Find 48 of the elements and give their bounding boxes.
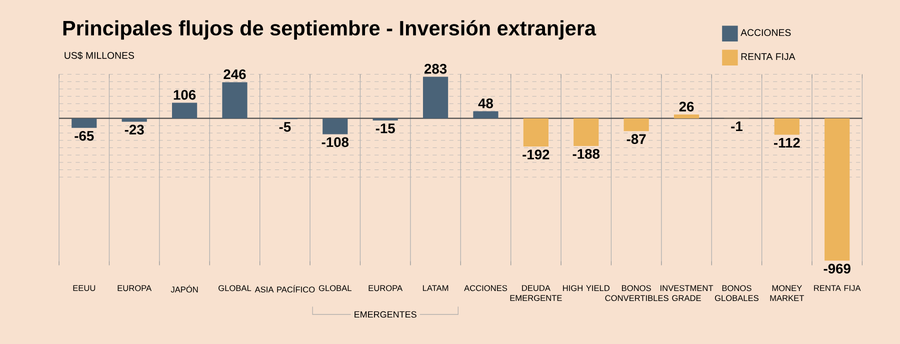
data-label: 26 [679, 102, 694, 112]
bar [824, 118, 850, 261]
bar [523, 118, 548, 147]
data-label: -15 [376, 124, 395, 134]
x-tick-label: EUROPA [368, 285, 403, 292]
data-label: 106 [174, 90, 196, 100]
data-label: -5 [279, 122, 291, 132]
x-tick-label: MONEY MARKET [770, 285, 804, 301]
legend-label: ACCIONES [740, 29, 791, 36]
x-tick-label: ACCIONES [464, 285, 508, 292]
data-label: -969 [824, 264, 850, 274]
chart-title: Principales flujos de septiembre - Inversión extranjera [63, 20, 596, 40]
x-tick-label: DEUDA EMERGENTE [510, 285, 562, 301]
x-tick-label: HIGH YIELD [563, 285, 610, 292]
x-tick-label: JAPÓN [170, 285, 198, 292]
data-label: -108 [322, 137, 349, 148]
data-label: 283 [424, 64, 447, 74]
bar [774, 118, 800, 135]
x-tick-label: LATAM [422, 285, 448, 291]
x-tick-label: EEUU [73, 285, 96, 292]
bar [422, 76, 448, 118]
x-tick-label: RENTA FIJA [814, 285, 861, 292]
bar [222, 82, 248, 118]
data-label: -1 [731, 122, 742, 132]
x-tick-label: ASIA PACÍFICO [254, 285, 315, 292]
data-label: -188 [572, 149, 600, 159]
x-tick-label: GLOBAL [318, 285, 352, 292]
legend-label: RENTA FIJA [741, 53, 796, 60]
bar [172, 102, 198, 118]
data-label: -192 [522, 150, 550, 160]
bar [674, 114, 700, 118]
data-label: -112 [774, 138, 800, 148]
bar [372, 118, 398, 121]
data-label: 246 [224, 69, 246, 80]
text: EMERGENTES [354, 311, 416, 318]
x-tick-label: GLOBAL [218, 285, 252, 292]
data-label: -87 [626, 134, 646, 144]
bar [72, 118, 97, 128]
bar [322, 118, 348, 134]
x-tick-label: EUROPA [118, 285, 152, 292]
bar [473, 111, 498, 118]
x-tick-label: BONOS GLOBALES [714, 285, 758, 302]
data-label: -65 [74, 130, 94, 141]
bar [574, 118, 599, 146]
bar [624, 118, 649, 132]
chart-subtitle: US$ MILLONES [64, 52, 134, 60]
data-label: 48 [478, 98, 493, 108]
data-label: -23 [124, 124, 144, 135]
